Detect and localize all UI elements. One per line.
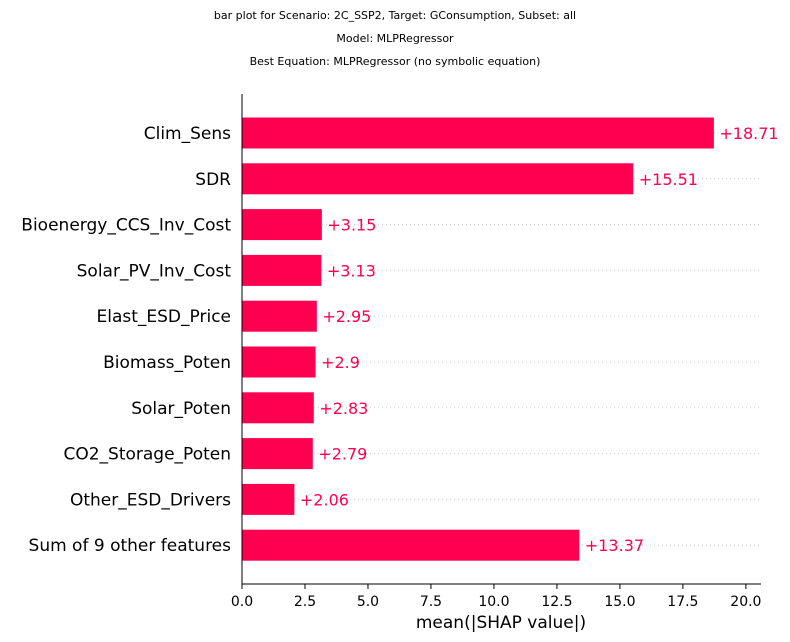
chart-title-line-3: Best Equation: MLPRegressor (no symbolic… <box>249 55 541 68</box>
value-label: +2.79 <box>318 445 367 464</box>
bar <box>242 483 295 515</box>
value-label: +2.83 <box>319 399 368 418</box>
feature-label: CO2_Storage_Poten <box>63 445 231 465</box>
value-label: +2.95 <box>322 307 371 326</box>
value-label: +3.15 <box>327 216 376 235</box>
bar <box>242 254 322 286</box>
value-label: +15.51 <box>639 170 698 189</box>
feature-label: SDR <box>195 170 231 190</box>
value-label: +2.06 <box>300 490 349 509</box>
feature-label: Clim_Sens <box>144 124 231 144</box>
feature-label: Other_ESD_Drivers <box>70 490 231 510</box>
x-tick-label: 2.5 <box>294 594 316 610</box>
feature-label: Elast_ESD_Price <box>97 307 232 327</box>
feature-label: Biomass_Poten <box>103 353 231 373</box>
x-axis-ticks: 0.0 2.5 5.0 7.5 10.0 12.5 15.0 17.5 20.0 <box>231 584 761 610</box>
chart-title-line-1: bar plot for Scenario: 2C_SSP2, Target: … <box>213 9 577 22</box>
value-label: +13.37 <box>585 536 644 555</box>
bar <box>242 163 634 195</box>
x-tick-label: 7.5 <box>420 594 442 610</box>
bar <box>242 529 580 561</box>
value-labels: +18.71 +15.51 +3.15 +3.13 +2.95 +2.9 +2.83 +2.7… <box>300 124 779 555</box>
feature-labels: Clim_Sens SDR Bioenergy_CCS_Inv_Cost Solar_… <box>21 124 231 556</box>
bar <box>242 346 316 378</box>
feature-label: Bioenergy_CCS_Inv_Cost <box>21 216 231 236</box>
x-tick-label: 0.0 <box>231 594 253 610</box>
chart-title-line-2: Model: MLPRegressor <box>336 32 454 45</box>
value-label: +18.71 <box>719 124 778 143</box>
bar <box>242 438 313 470</box>
x-tick-label: 12.5 <box>541 594 572 610</box>
bar <box>242 209 322 241</box>
x-axis-label: mean(|SHAP value|) <box>416 613 586 633</box>
value-label: +2.9 <box>321 353 360 372</box>
feature-label: Solar_PV_Inv_Cost <box>77 261 232 281</box>
x-tick-label: 17.5 <box>667 594 698 610</box>
x-tick-label: 20.0 <box>730 594 761 610</box>
bar <box>242 300 317 332</box>
x-tick-label: 15.0 <box>604 594 635 610</box>
bar <box>242 392 314 424</box>
row-guide-lines <box>242 132 761 546</box>
x-tick-label: 10.0 <box>478 594 509 610</box>
feature-label: Solar_Poten <box>131 399 231 419</box>
bar <box>242 117 714 149</box>
bars <box>242 117 714 561</box>
feature-label: Sum of 9 other features <box>29 536 232 556</box>
x-tick-label: 5.0 <box>357 594 379 610</box>
value-label: +3.13 <box>327 261 376 280</box>
